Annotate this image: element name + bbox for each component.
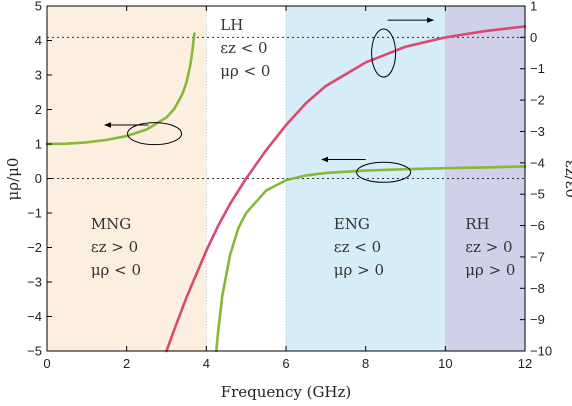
annotation-ellipse	[371, 28, 397, 78]
y-left-tick-label: −2	[27, 240, 42, 255]
annotation-ellipse	[356, 161, 412, 183]
y-right-tick-label: 0	[530, 30, 537, 45]
y-axis-right-label: εz/ε0	[562, 160, 572, 198]
region-label: μρ < 0	[220, 62, 270, 80]
x-tick-label: 8	[362, 356, 369, 371]
series-line	[214, 165, 527, 353]
region-label: εz > 0	[465, 238, 512, 256]
y-left-tick-label: 2	[35, 102, 42, 117]
tick-labels: 0 2 4 6 8 10 12543210−1−2−3−4−510−1−2−3−4−5−6−…	[27, 0, 552, 371]
region-label: RH	[465, 215, 489, 233]
x-tick-label: 12	[518, 356, 532, 371]
series-line	[45, 32, 196, 146]
x-tick-label: 0	[43, 356, 50, 371]
series-lines	[45, 25, 527, 353]
region-label: ENG	[334, 215, 370, 233]
y-right-tick-label: −7	[530, 249, 545, 264]
y-right-tick-label: −2	[530, 93, 545, 108]
region-band	[286, 6, 446, 351]
region-label: εz < 0	[220, 39, 267, 57]
region-labels: MNG εz > 0 μρ < 0 LH εz < 0 μρ < 0 ENG εz < 0 μρ…	[91, 16, 516, 279]
x-axis-label: Frequency (GHz)	[221, 383, 352, 401]
y-right-tick-label: −10	[530, 344, 552, 359]
series-line	[165, 25, 527, 353]
region-label: μρ > 0	[334, 261, 384, 279]
y-left-tick-label: −3	[27, 275, 42, 290]
annotations	[104, 17, 435, 183]
region-label: εz < 0	[334, 238, 381, 256]
y-right-tick-label: −1	[530, 61, 545, 76]
annotation-ellipse	[127, 122, 183, 146]
y-left-tick-label: 0	[35, 171, 42, 186]
y-right-tick-label: −5	[530, 187, 545, 202]
y-left-tick-label: 1	[35, 137, 42, 152]
region-label: MNG	[91, 215, 131, 233]
y-left-tick-label: −5	[27, 344, 42, 359]
y-axis-left-label: μρ/μ0	[4, 158, 22, 201]
x-tick-label: 4	[203, 356, 210, 371]
y-right-tick-label: −6	[530, 218, 545, 233]
y-left-tick-label: 4	[35, 33, 42, 48]
y-right-tick-label: −3	[530, 124, 545, 139]
region-label: μρ < 0	[91, 261, 141, 279]
x-tick-label: 2	[123, 356, 130, 371]
region-label: μρ > 0	[465, 261, 515, 279]
x-tick-label: 6	[282, 356, 289, 371]
x-tick-label: 10	[438, 356, 452, 371]
y-left-tick-label: 5	[35, 0, 42, 14]
y-left-tick-label: 3	[35, 68, 42, 83]
region-label: εz > 0	[91, 238, 138, 256]
axes	[46, 5, 526, 352]
y-right-tick-label: −8	[530, 281, 545, 296]
region-label: LH	[220, 16, 243, 34]
y-right-tick-label: −9	[530, 312, 545, 327]
y-right-tick-label: 1	[530, 0, 537, 14]
y-right-tick-label: −4	[530, 155, 545, 170]
y-left-tick-label: −1	[27, 206, 42, 221]
y-left-tick-label: −4	[27, 309, 42, 324]
